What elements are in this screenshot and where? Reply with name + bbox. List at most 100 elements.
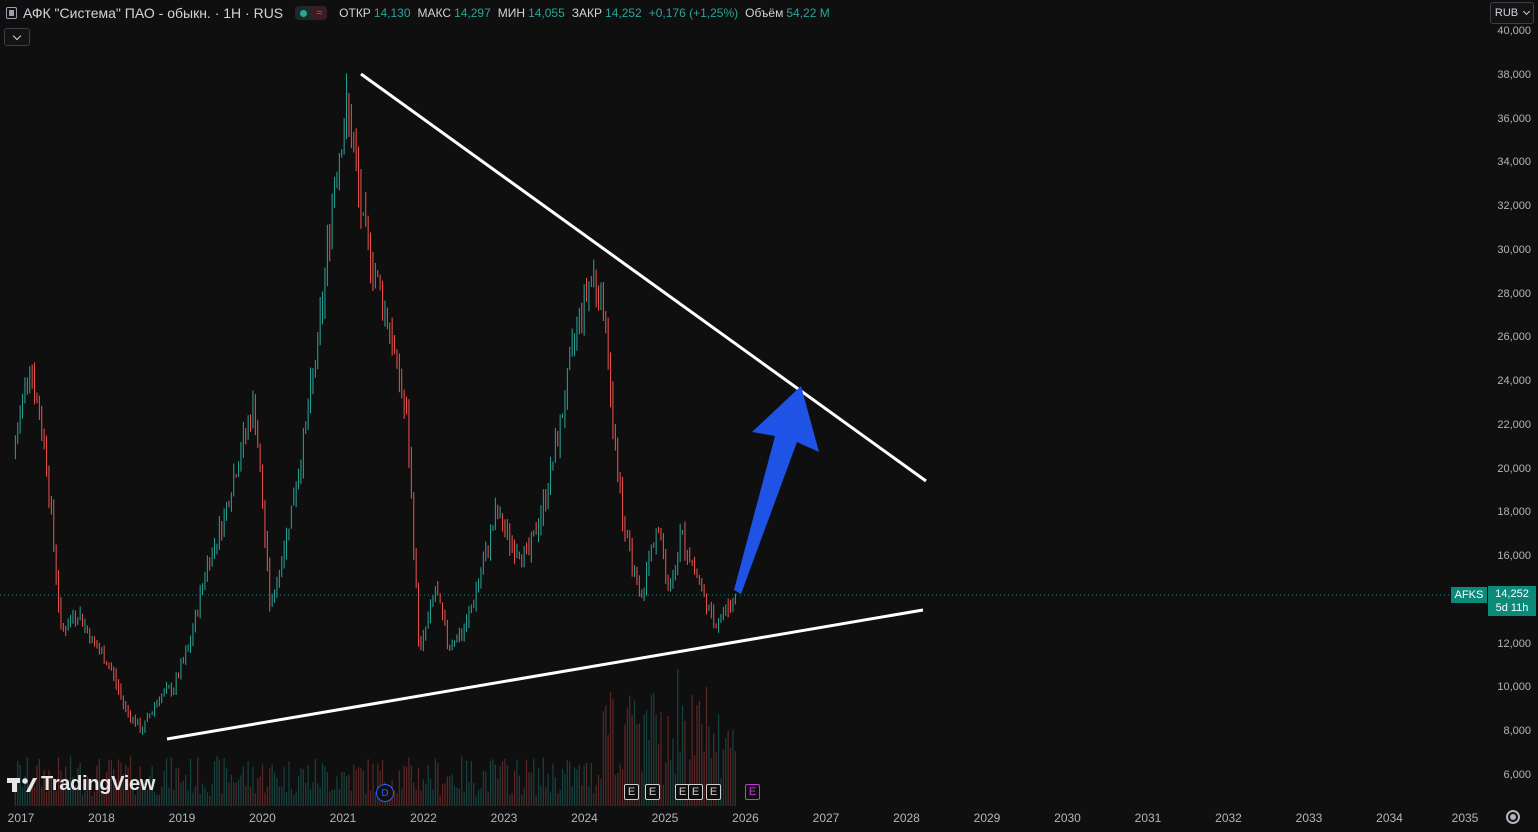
time-scale-label: 2024 xyxy=(571,811,598,825)
volume-bar xyxy=(302,769,304,806)
price-scale[interactable]: 40,000 38,000 36,000 34,000 32,000 30,000 28,0… xyxy=(1485,0,1538,806)
volume-bar xyxy=(633,700,636,806)
volume-bar xyxy=(451,774,453,806)
volume-bar xyxy=(113,768,115,806)
time-scale-label: 2032 xyxy=(1215,811,1242,825)
volume-bar xyxy=(343,771,345,806)
upcoming-earnings-marker[interactable]: E xyxy=(745,784,760,800)
volume-bar xyxy=(161,786,163,806)
up-arrow xyxy=(734,386,819,594)
volume-bar xyxy=(170,757,172,806)
volume-bar xyxy=(413,782,415,806)
volume-bar xyxy=(290,788,292,806)
volume-bar xyxy=(144,779,146,806)
volume-bar xyxy=(67,781,69,806)
volume-bar xyxy=(537,768,540,806)
time-scale-label: 2023 xyxy=(490,811,518,825)
volume-bar xyxy=(180,782,182,806)
volume-bar xyxy=(69,756,72,806)
earnings-marker[interactable]: E xyxy=(624,784,639,800)
volume-bar xyxy=(369,790,372,806)
volume-bar xyxy=(372,763,374,806)
volume-bar xyxy=(449,776,451,806)
volume-bar xyxy=(485,771,487,806)
volume-bar xyxy=(165,758,168,806)
volume-bar xyxy=(504,758,506,806)
volume-bar xyxy=(96,765,98,806)
volume-bar xyxy=(523,787,525,806)
volume-bar xyxy=(614,775,616,806)
price-scale-label: 26,000 xyxy=(1497,331,1531,344)
volume-bar xyxy=(357,767,360,806)
volume-bar xyxy=(501,761,504,806)
low-value: 14,055 xyxy=(528,6,565,20)
price-scale-label: 30,000 xyxy=(1497,243,1531,256)
time-scale-label: 2026 xyxy=(732,811,759,825)
volume-bar xyxy=(309,788,312,806)
volume-bar xyxy=(516,759,518,806)
volume-bar xyxy=(209,795,211,806)
volume-bar xyxy=(338,788,340,806)
volume-bar xyxy=(17,760,19,806)
volume-bar xyxy=(489,760,492,806)
volume-bar xyxy=(233,781,235,806)
currency-select[interactable]: RUB xyxy=(1490,2,1534,24)
descending-trendline xyxy=(360,72,927,483)
volume-bar xyxy=(439,795,441,806)
volume-bar xyxy=(631,714,633,806)
volume-bar xyxy=(273,772,276,806)
volume-bar xyxy=(149,775,151,806)
close-label: ЗАКР xyxy=(571,6,603,20)
last-price-badge: 14,252 5d 11h xyxy=(1488,586,1536,616)
volume-bar xyxy=(257,777,259,806)
earnings-marker[interactable]: E xyxy=(688,784,703,800)
earnings-marker[interactable]: E xyxy=(645,784,660,800)
symbol-legend[interactable]: АФК "Система" ПАО - обыкн. · 1Н · RUS ≈ … xyxy=(6,4,834,22)
volume-bar xyxy=(314,759,316,806)
volume-bar xyxy=(194,786,196,806)
volume-bar xyxy=(381,759,384,806)
volume-bar xyxy=(105,771,108,806)
volume-bar xyxy=(360,767,362,806)
price-scale-label: 36,000 xyxy=(1497,112,1531,125)
volume-bar xyxy=(57,757,60,806)
ascending-trendline xyxy=(166,608,924,741)
volume-bar xyxy=(276,778,278,806)
time-scale[interactable]: 2017 2018 2019 2020 2021 2022 2023 2024 2025 2026… xyxy=(0,806,1485,832)
volume-bar xyxy=(689,759,691,806)
time-scale-label: 2035 xyxy=(1451,811,1479,825)
volume-bar xyxy=(173,789,175,806)
volume-bar xyxy=(583,765,585,806)
time-scale-label: 2028 xyxy=(893,811,920,825)
volume-bar xyxy=(497,778,499,806)
volume-bar xyxy=(77,768,79,806)
volume-bar xyxy=(660,711,662,806)
earnings-marker[interactable]: E xyxy=(706,784,721,800)
volume-bar xyxy=(696,705,698,806)
settings-gear-icon[interactable] xyxy=(1506,810,1520,824)
tradingview-logo[interactable]: TradingView xyxy=(7,773,155,796)
close-value: 14,252 xyxy=(605,6,642,20)
price-chart[interactable] xyxy=(0,0,1485,806)
volume-bar xyxy=(228,782,230,806)
volume-bar xyxy=(269,768,271,806)
dividend-marker[interactable]: D xyxy=(376,784,394,802)
price-scale-label: 28,000 xyxy=(1497,287,1531,300)
volume-bar xyxy=(252,766,254,806)
volume-bar xyxy=(657,744,660,806)
market-status-pill[interactable]: ≈ xyxy=(295,6,328,20)
volume-bar xyxy=(612,699,614,806)
symbol-title[interactable]: АФК "Система" ПАО - обыкн. · 1Н · RUS xyxy=(23,5,284,21)
tradingview-wordmark: TradingView xyxy=(41,773,156,795)
volume-bar xyxy=(285,792,288,806)
price-scale-label: 10,000 xyxy=(1497,681,1531,694)
volume-bar xyxy=(331,790,333,806)
volume-bar xyxy=(89,784,91,806)
volume-bar xyxy=(293,795,295,806)
volume-bar xyxy=(146,789,148,806)
volume-bar xyxy=(643,714,645,806)
legend-collapse-button[interactable] xyxy=(4,28,30,46)
market-open-icon xyxy=(295,6,312,20)
volume-bar xyxy=(247,761,249,806)
low-label: МИН xyxy=(497,6,526,20)
